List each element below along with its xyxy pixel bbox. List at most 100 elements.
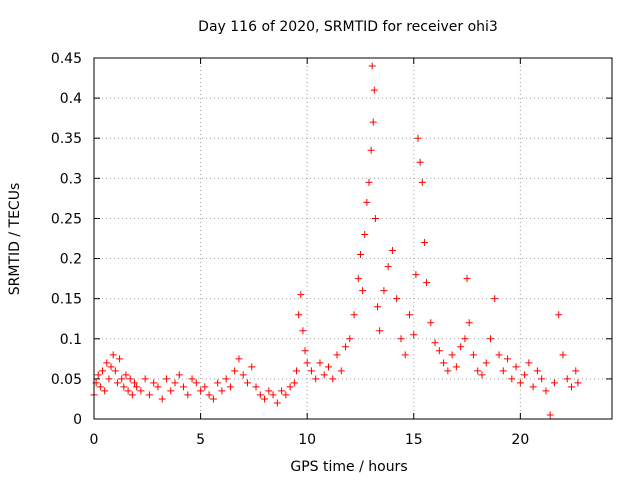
- data-point: [538, 375, 546, 383]
- data-point: [184, 391, 192, 399]
- data-point: [405, 311, 413, 319]
- data-point: [197, 387, 205, 395]
- data-point: [113, 379, 121, 387]
- data-point: [516, 379, 524, 387]
- data-point: [574, 379, 582, 387]
- data-point: [508, 375, 516, 383]
- data-point: [316, 359, 324, 367]
- data-point: [567, 383, 575, 391]
- y-tick-label: 0: [73, 412, 82, 428]
- data-point: [452, 363, 460, 371]
- data-point: [337, 367, 345, 375]
- data-point: [94, 371, 102, 379]
- data-point: [290, 379, 298, 387]
- y-axis-label: SRMTID / TECUs: [7, 183, 23, 296]
- data-point: [320, 371, 328, 379]
- data-point: [99, 367, 107, 375]
- y-tick-label: 0.15: [51, 292, 82, 308]
- data-point: [273, 399, 281, 407]
- x-axis-label: GPS time / hours: [290, 459, 407, 475]
- data-point: [329, 375, 337, 383]
- data-point: [299, 327, 307, 335]
- data-point: [499, 367, 507, 375]
- data-point: [120, 383, 128, 391]
- data-point: [563, 375, 571, 383]
- data-point: [371, 214, 379, 222]
- data-point: [107, 363, 115, 371]
- data-point: [209, 395, 217, 403]
- data-point: [346, 335, 354, 343]
- data-point: [529, 383, 537, 391]
- data-point: [105, 375, 113, 383]
- data-point: [435, 347, 443, 355]
- data-point: [180, 383, 188, 391]
- data-point: [158, 395, 166, 403]
- x-tick-label: 15: [405, 432, 423, 448]
- data-point: [256, 391, 264, 399]
- data-point: [286, 383, 294, 391]
- grid-lines: [94, 58, 612, 419]
- data-point: [154, 383, 162, 391]
- data-point: [368, 62, 376, 70]
- data-point: [124, 387, 132, 395]
- data-point: [363, 198, 371, 206]
- data-point: [542, 387, 550, 395]
- data-point: [171, 379, 179, 387]
- data-point: [265, 387, 273, 395]
- data-point: [393, 295, 401, 303]
- data-point: [235, 355, 243, 363]
- data-point: [252, 383, 260, 391]
- data-point: [307, 367, 315, 375]
- data-point: [431, 339, 439, 347]
- data-point: [555, 311, 563, 319]
- data-point: [303, 359, 311, 367]
- data-point: [380, 287, 388, 295]
- y-tick-label: 0.4: [60, 91, 82, 107]
- data-point: [354, 275, 362, 283]
- data-point: [342, 343, 350, 351]
- data-point: [478, 371, 486, 379]
- y-tick-label: 0.1: [60, 332, 82, 348]
- data-point: [248, 363, 256, 371]
- data-point: [461, 335, 469, 343]
- data-point: [420, 239, 428, 247]
- data-point: [463, 275, 471, 283]
- x-tick-label: 5: [196, 432, 205, 448]
- data-point: [412, 271, 420, 279]
- data-point: [333, 351, 341, 359]
- data-point: [397, 335, 405, 343]
- data-point: [101, 387, 109, 395]
- data-point: [261, 395, 269, 403]
- data-point: [162, 375, 170, 383]
- axis-ticks: [93, 57, 612, 420]
- data-point: [376, 327, 384, 335]
- y-tick-label: 0.2: [60, 252, 82, 268]
- data-point: [282, 391, 290, 399]
- data-point: [465, 319, 473, 327]
- data-point: [231, 367, 239, 375]
- data-point: [350, 311, 358, 319]
- data-point: [525, 359, 533, 367]
- chart-title: Day 116 of 2020, SRMTID for receiver ohi…: [198, 19, 498, 35]
- plot-frame: [93, 57, 613, 420]
- data-point: [111, 367, 119, 375]
- tick-labels: 0 5 10 15 20 0 0.05 0.1 0.15 0.2 0.25 0.3 0.35 0.4 0.4…: [51, 51, 529, 448]
- data-point: [440, 359, 448, 367]
- data-point: [369, 118, 377, 126]
- data-point: [239, 371, 247, 379]
- data-point: [359, 287, 367, 295]
- data-point: [504, 355, 512, 363]
- data-point: [495, 351, 503, 359]
- data-points: [90, 62, 582, 419]
- data-point: [410, 331, 418, 339]
- data-point: [293, 367, 301, 375]
- data-point: [128, 391, 136, 399]
- x-tick-label: 0: [90, 432, 99, 448]
- data-point: [374, 303, 382, 311]
- data-point: [546, 411, 554, 419]
- data-point: [131, 379, 139, 387]
- data-point: [278, 387, 286, 395]
- y-tick-label: 0.45: [51, 51, 82, 67]
- data-point: [482, 359, 490, 367]
